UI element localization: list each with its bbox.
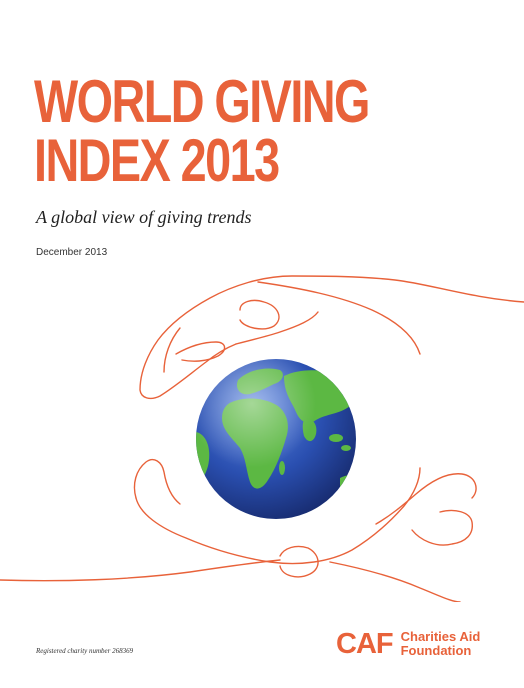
publication-date: December 2013 xyxy=(36,247,108,258)
report-title-line-1: WORLD GIVING xyxy=(34,68,370,135)
hands-holding-globe-illustration xyxy=(0,275,524,602)
registered-charity-number: Registered charity number 268369 xyxy=(36,647,134,655)
caf-logo-name-line-2: Foundation xyxy=(400,643,472,658)
report-subtitle: A global view of giving trends xyxy=(36,207,252,227)
caf-logo-mark: CAF xyxy=(336,628,394,660)
caf-logo: CAF Charities Aid Foundation xyxy=(336,628,480,660)
report-title: WORLD GIVING INDEX 2013 xyxy=(34,68,370,194)
report-title-line-2: INDEX 2013 xyxy=(34,127,280,194)
globe-icon xyxy=(196,359,356,519)
upper-hand-outline-icon xyxy=(139,275,524,400)
caf-logo-name: Charities Aid Foundation xyxy=(401,630,481,658)
lower-hand-outline-icon xyxy=(0,458,477,602)
caf-logo-name-line-1: Charities Aid xyxy=(400,629,481,644)
